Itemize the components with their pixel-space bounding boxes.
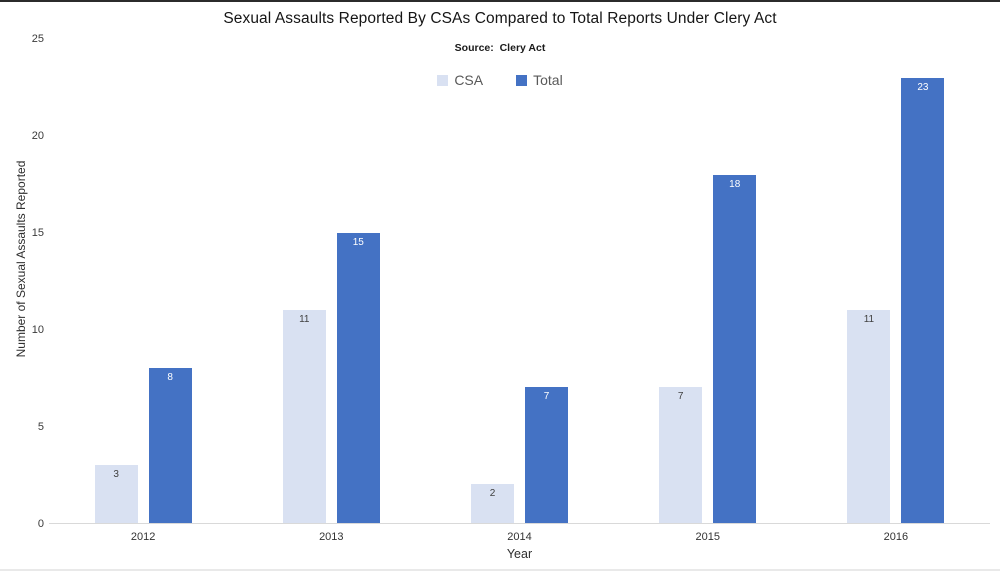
legend: CSA Total bbox=[0, 72, 1000, 88]
bar-csa-2012: 3 bbox=[94, 464, 138, 523]
bar-total-2015: 18 bbox=[713, 174, 757, 523]
y-tick-label: 15 bbox=[31, 227, 44, 239]
bar-value-label: 7 bbox=[677, 391, 684, 403]
bar-value-label: 11 bbox=[299, 314, 310, 326]
legend-swatch-icon bbox=[437, 74, 449, 86]
bar-csa-2013: 11 bbox=[282, 310, 326, 523]
x-label-2015: 2015 bbox=[695, 531, 720, 543]
bar-group-2013: 11 15 bbox=[237, 39, 425, 523]
bar-value-label: 8 bbox=[167, 372, 173, 384]
x-label-2013: 2013 bbox=[319, 531, 344, 543]
x-axis-title: Year bbox=[506, 547, 533, 561]
x-label-2016: 2016 bbox=[883, 531, 909, 543]
bar-total-2016: 23 bbox=[901, 77, 945, 523]
bar-group-2016: 11 23 bbox=[802, 39, 990, 523]
y-tick-label: 20 bbox=[31, 130, 44, 142]
chart-title: Sexual Assaults Reported By CSAs Compare… bbox=[223, 10, 777, 27]
plot-area: 3 8 11 15 2 7 7 18 11 23 bbox=[49, 39, 990, 524]
legend-label: Total bbox=[533, 72, 563, 88]
bar-value-label: 7 bbox=[543, 391, 550, 403]
legend-item-csa: CSA bbox=[437, 72, 483, 88]
y-axis-ticks: 0 5 10 15 20 25 bbox=[0, 33, 44, 530]
y-tick-label: 10 bbox=[31, 324, 44, 336]
y-tick-label: 5 bbox=[37, 421, 44, 433]
bar-total-2012: 8 bbox=[148, 368, 192, 523]
legend-swatch-icon bbox=[516, 74, 528, 86]
x-label-2012: 2012 bbox=[130, 531, 156, 543]
legend-label: CSA bbox=[454, 72, 484, 88]
x-label-2014: 2014 bbox=[507, 531, 532, 543]
bar-value-label: 23 bbox=[917, 81, 929, 93]
bar-total-2014: 7 bbox=[525, 387, 568, 523]
bar-total-2013: 15 bbox=[336, 232, 380, 523]
x-axis-labels: 2012 2013 2014 2015 2016 bbox=[49, 531, 990, 543]
bar-csa-2014: 2 bbox=[471, 484, 514, 523]
bar-value-label: 11 bbox=[863, 314, 875, 326]
bar-csa-2015: 7 bbox=[659, 387, 703, 523]
chart-subtitle: Source: Clery Act bbox=[454, 42, 546, 54]
bar-csa-2016: 11 bbox=[847, 310, 891, 523]
y-tick-label: 25 bbox=[31, 33, 44, 45]
bar-value-label: 2 bbox=[489, 488, 496, 500]
bar-value-label: 3 bbox=[113, 468, 119, 480]
legend-item-total: Total bbox=[516, 72, 563, 88]
bar-group-2015: 7 18 bbox=[614, 39, 802, 523]
bar-value-label: 18 bbox=[729, 178, 741, 190]
y-tick-label: 0 bbox=[37, 518, 44, 530]
bar-value-label: 15 bbox=[352, 236, 364, 248]
